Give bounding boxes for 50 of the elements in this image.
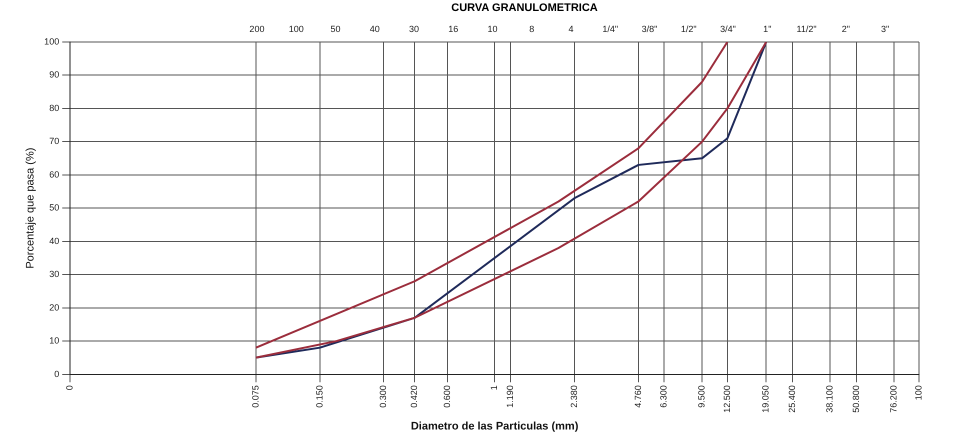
x-tick-label: 76.200 xyxy=(888,385,898,413)
text: 3/8" xyxy=(642,24,658,34)
x-tick-label: 12.500 xyxy=(722,385,732,413)
y-tick-label: 100 xyxy=(44,36,60,46)
y-axis-title: Porcentaje que pasa (%) xyxy=(24,148,37,269)
y-tick-label: 70 xyxy=(49,136,60,146)
text: 200 xyxy=(249,24,264,34)
text: 4 xyxy=(568,24,574,34)
y-tick-label: 50 xyxy=(49,202,60,213)
text: 2" xyxy=(842,24,850,34)
x-axis-title: Diametro de las Particulas (mm) xyxy=(410,420,579,432)
x-tick-label: 2.380 xyxy=(569,385,579,408)
x-tick-label: 0.300 xyxy=(378,385,388,408)
y-tick-label: 30 xyxy=(49,269,60,280)
x-tick-label: 1 xyxy=(489,385,500,390)
text: 16 xyxy=(448,24,458,34)
text: 50 xyxy=(330,24,340,34)
x-tick-label: 38.100 xyxy=(824,385,835,413)
text: 1/2" xyxy=(680,24,697,34)
y-tick-label: 0 xyxy=(54,368,60,379)
y-tick-label: 40 xyxy=(49,236,60,246)
text: 40 xyxy=(370,24,380,34)
y-tick-label: 10 xyxy=(49,336,60,346)
x-tick-label: 100 xyxy=(913,385,924,400)
y-tick-label: 60 xyxy=(49,169,60,180)
x-tick-label: 0.420 xyxy=(409,385,420,408)
text: 10 xyxy=(487,24,498,34)
text: 1/4" xyxy=(602,24,618,34)
chart-title: CURVA GRANULOMETRICA xyxy=(450,1,599,16)
y-tick-label: 80 xyxy=(49,102,60,113)
x-tick-label: 1.190 xyxy=(505,385,516,408)
x-tick-label: 0.150 xyxy=(314,385,324,408)
text: 100 xyxy=(288,24,304,34)
y-tick-label: 90 xyxy=(49,70,60,80)
text: 3" xyxy=(880,24,890,34)
text: 1" xyxy=(763,24,772,34)
x-tick-label: 0 xyxy=(64,385,75,390)
x-tick-label: 0.075 xyxy=(250,385,260,408)
text: 8 xyxy=(529,24,534,34)
text: 3/4" xyxy=(720,24,736,34)
x-tick-label: 0.600 xyxy=(442,385,452,408)
x-tick-label: 4.760 xyxy=(632,385,643,408)
x-tick-label: 25.400 xyxy=(787,385,798,413)
x-tick-label: 50.800 xyxy=(851,385,862,413)
y-tick-label: 20 xyxy=(49,302,60,312)
x-tick-label: 9.500 xyxy=(696,385,707,408)
text: 11/2" xyxy=(796,24,817,34)
x-tick-label: 19.050 xyxy=(760,385,771,413)
x-tick-label: 6.300 xyxy=(658,385,669,408)
text: 30 xyxy=(408,24,419,34)
